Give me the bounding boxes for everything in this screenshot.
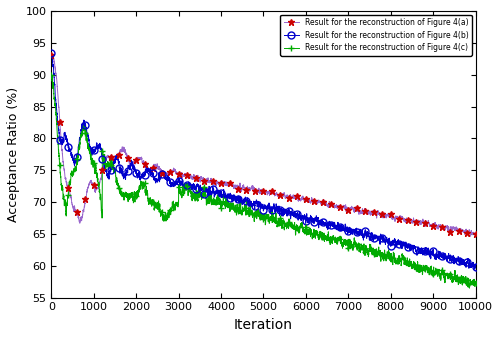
Legend: Result for the reconstruction of Figure 4(a), Result for the reconstruction of F: Result for the reconstruction of Figure … — [280, 15, 471, 56]
Y-axis label: Acceptance Ratio (%): Acceptance Ratio (%) — [7, 87, 20, 222]
X-axis label: Iteration: Iteration — [234, 318, 293, 332]
